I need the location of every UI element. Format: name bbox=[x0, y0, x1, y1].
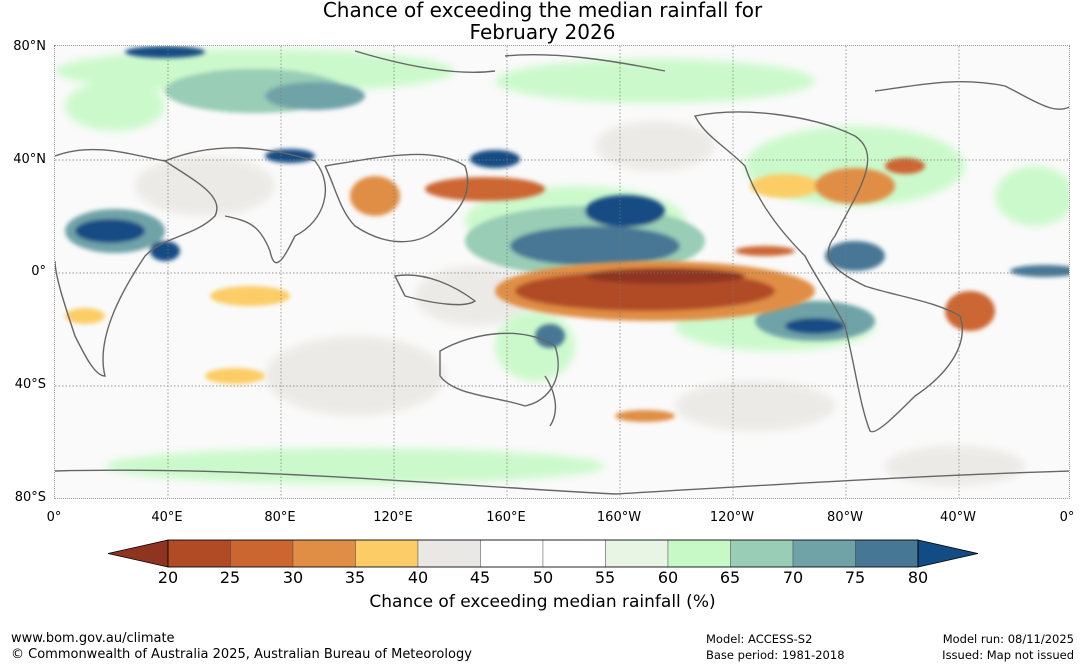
lon-label-80w: 80°W bbox=[827, 510, 863, 525]
lat-label-80s: 80°S bbox=[14, 490, 46, 505]
colorbar-tick-25: 25 bbox=[219, 568, 241, 587]
lon-label-160e: 160°E bbox=[486, 510, 526, 525]
coastlines bbox=[55, 50, 1069, 495]
colorbar-tick-30: 30 bbox=[282, 568, 304, 587]
lat-label-40s: 40°S bbox=[14, 377, 46, 392]
colorbar-segment bbox=[167, 539, 231, 568]
rainfall-map-graphic bbox=[55, 46, 1069, 498]
lon-label-120e: 120°E bbox=[373, 510, 413, 525]
colorbar-tick-70: 70 bbox=[782, 568, 804, 587]
footer-copyright: © Commonwealth of Australia 2025, Austra… bbox=[11, 647, 472, 662]
lon-label-0: 0° bbox=[46, 510, 62, 525]
colorbar-segment bbox=[292, 539, 356, 568]
colorbar-outline bbox=[167, 539, 919, 568]
wet-patches bbox=[65, 46, 1069, 348]
colorbar-tick-80: 80 bbox=[907, 568, 929, 587]
colorbar-label: Chance of exceeding median rainfall (%) bbox=[369, 592, 716, 612]
colorbar-tick-55: 55 bbox=[594, 568, 616, 587]
colorbar-segment bbox=[480, 539, 544, 568]
colorbar-segment bbox=[417, 539, 481, 568]
footer-base-period: Base period: 1981-2018 bbox=[706, 648, 845, 662]
lat-label-0: 0° bbox=[31, 264, 46, 279]
colorbar-tick-35: 35 bbox=[344, 568, 366, 587]
footer-model: Model: ACCESS-S2 bbox=[706, 632, 813, 646]
lon-label-80e: 80°E bbox=[264, 510, 296, 525]
lon-label-40e: 40°E bbox=[151, 510, 183, 525]
colorbar-tick-50: 50 bbox=[532, 568, 554, 587]
colorbar-tick-75: 75 bbox=[844, 568, 866, 587]
lon-label-40w: 40°W bbox=[940, 510, 976, 525]
rainfall-map bbox=[54, 45, 1070, 499]
map-title-line2: February 2026 bbox=[469, 20, 616, 44]
colorbar-segment bbox=[730, 539, 794, 568]
colorbar-segment bbox=[792, 539, 856, 568]
colorbar-segment bbox=[542, 539, 606, 568]
lon-label-0-end: 0° bbox=[1059, 510, 1075, 525]
colorbar-segment bbox=[605, 539, 669, 568]
lat-label-40n: 40°N bbox=[13, 152, 46, 167]
colorbar-segment bbox=[667, 539, 731, 568]
dry-patches bbox=[65, 158, 995, 422]
colorbar-segment bbox=[230, 539, 294, 568]
map-title-line1: Chance of exceeding the median rainfall … bbox=[322, 0, 763, 22]
lon-label-160w: 160°W bbox=[596, 510, 642, 525]
colorbar-segment bbox=[855, 539, 919, 568]
colorbar-segment bbox=[355, 539, 419, 568]
colorbar-tick-65: 65 bbox=[719, 568, 741, 587]
colorbar-tick-60: 60 bbox=[657, 568, 679, 587]
footer-issued: Issued: Map not issued bbox=[942, 648, 1074, 662]
colorbar-tick-40: 40 bbox=[407, 568, 429, 587]
colorbar-arrow-high bbox=[917, 539, 979, 568]
footer-url: www.bom.gov.au/climate bbox=[11, 631, 175, 646]
colorbar bbox=[107, 539, 979, 568]
colorbar-arrow-low bbox=[107, 539, 169, 568]
colorbar-tick-20: 20 bbox=[157, 568, 179, 587]
footer-model-run: Model run: 08/11/2025 bbox=[942, 632, 1074, 646]
lat-label-80n: 80°N bbox=[13, 39, 46, 54]
graticule bbox=[55, 46, 1069, 498]
lon-label-120w: 120°W bbox=[709, 510, 755, 525]
colorbar-tick-45: 45 bbox=[469, 568, 491, 587]
